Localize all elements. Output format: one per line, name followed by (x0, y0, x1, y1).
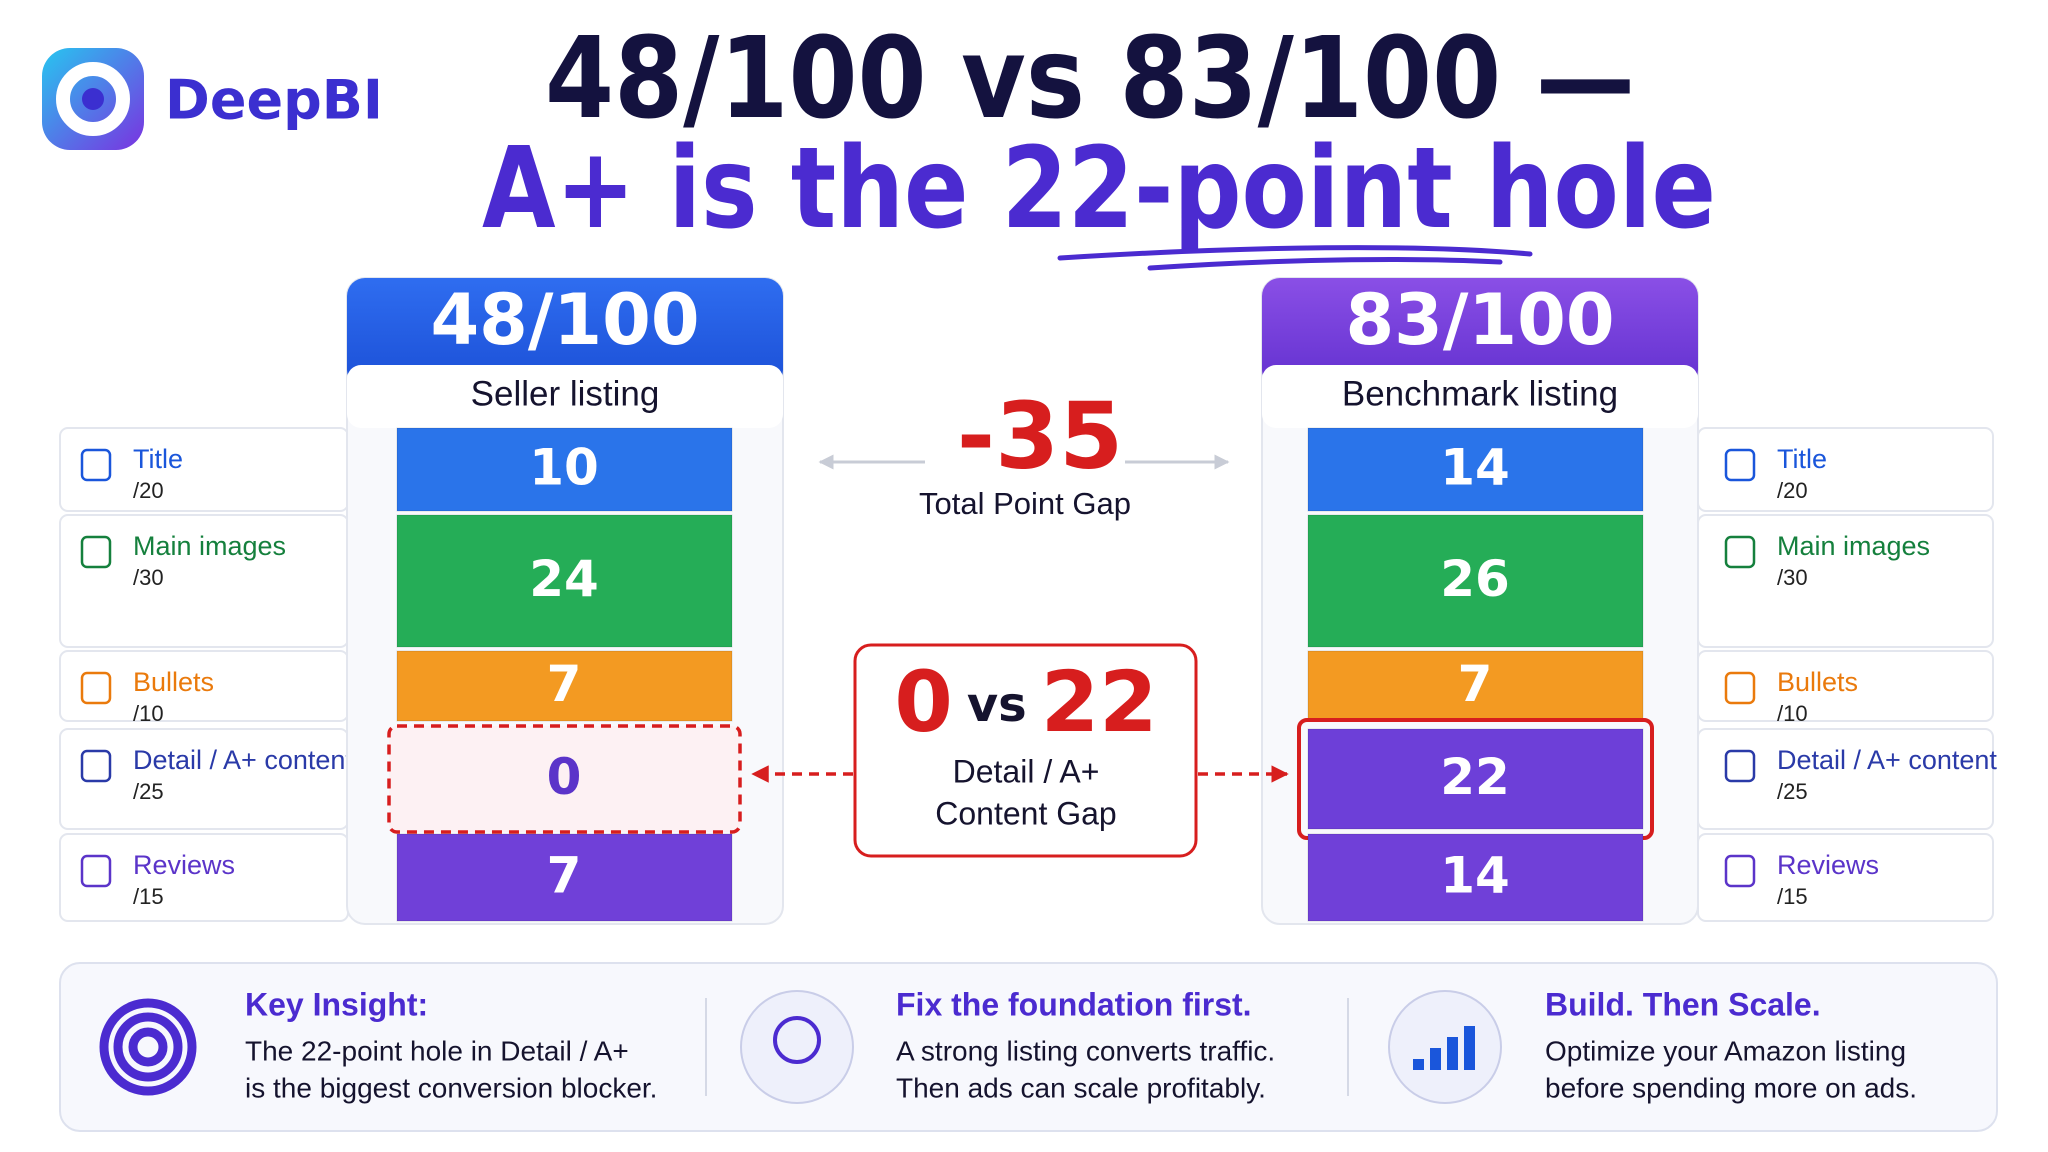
criteria-max: /10 (1777, 701, 1808, 726)
criteria-max: /30 (1777, 565, 1808, 590)
insight-title: Fix the foundation first. (896, 986, 1252, 1022)
criteria-name: Reviews (133, 850, 235, 880)
insight-icon (1388, 990, 1502, 1104)
insight-icon (740, 990, 854, 1104)
segment-value: 14 (1440, 439, 1510, 497)
bar-empty (387, 724, 742, 834)
target-ring (128, 1027, 168, 1067)
insight-text: Optimize your Amazon listing (1545, 1035, 1906, 1066)
score: 48/100 (430, 279, 699, 361)
bar-segment (396, 427, 733, 512)
bar-segment (396, 650, 733, 722)
criteria-icon (80, 448, 112, 482)
criteria-icon (1724, 535, 1756, 569)
criteria-icon (80, 854, 112, 888)
criteria-icon (80, 749, 112, 783)
criteria-name: Reviews (1777, 850, 1879, 880)
bar-segment (1307, 728, 1644, 830)
detail-gap-label: Content Gap (935, 795, 1116, 831)
panel-label-bg (347, 365, 783, 428)
criteria-name: Detail / A+ content (1777, 745, 1997, 775)
insight-title: Build. Then Scale. (1545, 986, 1821, 1022)
insight-text: The 22-point hole in Detail / A+ (245, 1035, 629, 1066)
insight-panel (59, 962, 1998, 1132)
criteria-icon (80, 535, 112, 569)
segment-value: 24 (529, 550, 599, 608)
chart-bar (1447, 1037, 1458, 1070)
bar-segment (1307, 427, 1644, 512)
bar-segment (396, 833, 733, 922)
criteria-max: /25 (1777, 779, 1808, 804)
criteria-max: /20 (1777, 478, 1808, 503)
insight-text: before spending more on ads. (1545, 1072, 1917, 1103)
detail-gap-box (853, 643, 1198, 858)
criteria-name: Title (1777, 444, 1827, 474)
detail-gap-right: 22 (1041, 653, 1158, 751)
total-gap-label: Total Point Gap (919, 486, 1131, 521)
criteria-max: /25 (133, 779, 164, 804)
score: 83/100 (1345, 279, 1614, 361)
target-ring (113, 1012, 183, 1082)
segment-value: 26 (1440, 550, 1510, 608)
chart-bar (1430, 1048, 1441, 1070)
insight-text: is the biggest conversion blocker. (245, 1072, 657, 1103)
criteria-row (59, 427, 349, 512)
total-gap-value: -35 (957, 382, 1123, 489)
detail-gap-heading: 0 vs 22 (894, 653, 1157, 751)
criteria-icon (1724, 448, 1756, 482)
criteria-icon (1724, 671, 1756, 705)
criteria-name: Bullets (1777, 667, 1858, 697)
criteria-icon (1724, 854, 1756, 888)
criteria-max: /15 (133, 884, 164, 909)
target-ring (99, 998, 197, 1096)
bar-segment (396, 514, 733, 648)
criteria-name: Detail / A+ content (133, 745, 353, 775)
detail-gap-vs: vs (967, 677, 1027, 733)
segment-value: 0 (547, 748, 582, 806)
bar-segment (1307, 650, 1644, 722)
title-line-1: 48/100 vs 83/100 — (545, 14, 1635, 144)
segment-value: 7 (547, 847, 582, 905)
panel-label: Benchmark listing (1342, 374, 1618, 413)
panel-label: Seller listing (471, 374, 660, 413)
detail-gap-label: Detail / A+ (953, 753, 1100, 789)
criteria-icon (1724, 749, 1756, 783)
criteria-name: Bullets (133, 667, 214, 697)
segment-value: 10 (529, 439, 599, 497)
criteria-max: /30 (133, 565, 164, 590)
criteria-icon (80, 671, 112, 705)
criteria-name: Title (133, 444, 183, 474)
underline (1057, 245, 1533, 271)
logo (42, 48, 144, 150)
criteria-max: /20 (133, 478, 164, 503)
criteria-row (1697, 427, 1994, 512)
insight-title: Key Insight: (245, 986, 428, 1022)
criteria-max: /10 (133, 701, 164, 726)
segment-value: 7 (1458, 655, 1493, 713)
segment-value: 22 (1440, 748, 1510, 806)
bar-segment (1307, 514, 1644, 648)
panel-header (347, 278, 783, 388)
insight-text: A strong listing converts traffic. (896, 1035, 1275, 1066)
brand: DeepBI (165, 69, 383, 132)
segment-value: 14 (1440, 847, 1510, 905)
chart-bar (1413, 1059, 1424, 1070)
bar-segment (1307, 833, 1644, 922)
segment-value: 7 (547, 655, 582, 713)
panel-label-bg (1262, 365, 1698, 428)
insight-text: Then ads can scale profitably. (896, 1072, 1266, 1103)
criteria-row (59, 728, 349, 830)
panel-header (1262, 278, 1698, 388)
criteria-name: Main images (133, 531, 286, 561)
chart-bar (1464, 1026, 1475, 1070)
title-line-2: A+ is the 22-point hole (482, 124, 1716, 254)
criteria-row (1697, 728, 1994, 830)
detail-gap-left: 0 (894, 653, 952, 751)
criteria-name: Main images (1777, 531, 1930, 561)
bulb (773, 1016, 821, 1064)
criteria-max: /15 (1777, 884, 1808, 909)
